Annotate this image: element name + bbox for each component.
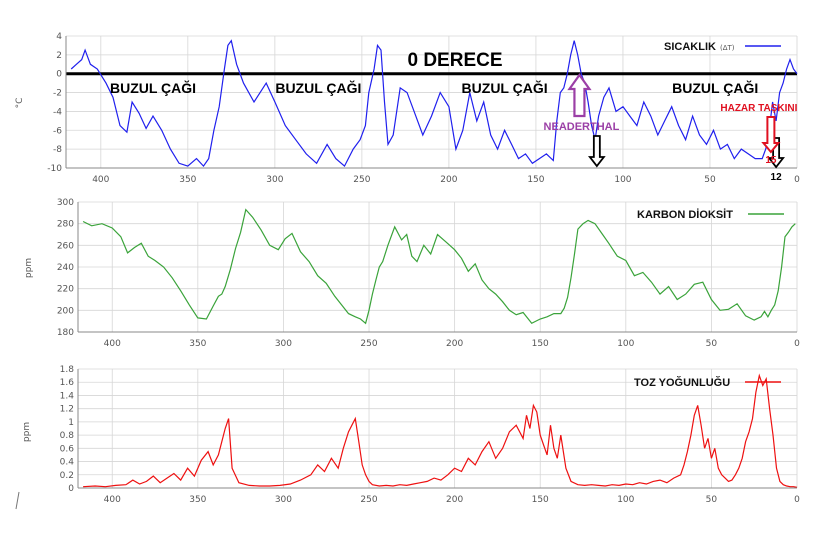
temperature-y-tick-7: -10 bbox=[47, 164, 62, 174]
temperature-x-tick-200: 200 bbox=[440, 175, 457, 185]
dust-y-tick-7: 0.4 bbox=[60, 458, 75, 468]
neanderthal-label: NEADERTHAL bbox=[544, 121, 620, 133]
dust-panel: 1.8 1.6 1.4 1.2 1 0.8 0.6 0.4 0.2 0 400 350 300 250 2… bbox=[22, 365, 800, 505]
temperature-x-tick-150: 150 bbox=[527, 175, 544, 185]
dust-y-tick-1: 1.6 bbox=[60, 378, 75, 388]
temperature-legend-sub: (ΔT) bbox=[720, 44, 735, 52]
dust-axes bbox=[77, 369, 797, 489]
dust-x-tick-400: 400 bbox=[104, 495, 121, 505]
co2-x-tick-400: 400 bbox=[104, 339, 121, 349]
zero-degree-label: 0 DERECE bbox=[407, 50, 502, 71]
dust-x-tick-150: 150 bbox=[532, 495, 549, 505]
co2-x-tick-labels: 400 350 300 250 200 150 100 50 0 bbox=[104, 339, 800, 349]
co2-x-tick-50: 50 bbox=[706, 339, 718, 349]
ice-age-labels: BUZUL ÇAĞI BUZUL ÇAĞI BUZUL ÇAĞI BUZUL ÇAĞI bbox=[110, 79, 758, 96]
ice-age-label-1: BUZUL ÇAĞI bbox=[110, 79, 196, 96]
temperature-y-tick-2: 0 bbox=[56, 70, 62, 80]
co2-x-tick-0: 0 bbox=[794, 339, 800, 349]
marker-12-label: 12 bbox=[771, 172, 783, 183]
neanderthal-arrow-icon bbox=[567, 73, 592, 118]
co2-x-tick-250: 250 bbox=[360, 339, 377, 349]
dust-x-tick-200: 200 bbox=[446, 495, 463, 505]
ice-age-label-2: BUZUL ÇAĞI bbox=[275, 79, 361, 96]
temperature-y-tick-4: -4 bbox=[53, 107, 62, 117]
co2-x-tick-200: 200 bbox=[446, 339, 463, 349]
co2-y-tick-6: 180 bbox=[57, 328, 74, 338]
temperature-x-tick-labels: 400 350 300 250 200 150 100 50 0 bbox=[92, 175, 800, 185]
co2-x-tick-300: 300 bbox=[275, 339, 292, 349]
dust-x-tick-250: 250 bbox=[360, 495, 377, 505]
temperature-y-tick-1: 2 bbox=[56, 51, 62, 61]
co2-y-tick-2: 260 bbox=[57, 241, 74, 251]
dust-x-tick-0: 0 bbox=[794, 495, 800, 505]
temperature-x-tick-100: 100 bbox=[614, 175, 631, 185]
co2-y-tick-4: 220 bbox=[57, 285, 74, 295]
ice-age-label-3: BUZUL ÇAĞI bbox=[462, 79, 548, 96]
dust-x-tick-100: 100 bbox=[617, 495, 634, 505]
co2-y-axis-label: ppm bbox=[24, 258, 34, 278]
co2-y-tick-3: 240 bbox=[57, 263, 74, 273]
temperature-x-tick-50: 50 bbox=[704, 175, 716, 185]
temperature-y-tick-5: -6 bbox=[53, 126, 62, 136]
temperature-x-tick-300: 300 bbox=[266, 175, 283, 185]
temperature-y-axis-label: °C bbox=[15, 98, 25, 109]
dust-x-tick-labels: 400 350 300 250 200 150 100 50 0 bbox=[104, 495, 800, 505]
temperature-y-tick-3: -2 bbox=[53, 89, 62, 99]
co2-series-line bbox=[82, 208, 796, 325]
dust-y-tick-3: 1.2 bbox=[60, 405, 74, 415]
flood-arrow-icon bbox=[761, 116, 781, 154]
temperature-x-tick-400: 400 bbox=[92, 175, 109, 185]
dust-y-axis-label: ppm bbox=[22, 422, 32, 442]
dust-x-tick-50: 50 bbox=[706, 495, 718, 505]
dust-y-tick-2: 1.4 bbox=[60, 391, 75, 401]
dust-series-line bbox=[83, 373, 798, 488]
down-arrow-icon-12 bbox=[767, 137, 785, 169]
co2-y-tick-1: 280 bbox=[57, 220, 74, 230]
ice-age-label-4: BUZUL ÇAĞI bbox=[672, 79, 758, 96]
co2-legend-label: KARBON DİOKSİT bbox=[637, 208, 733, 221]
dust-y-tick-6: 0.6 bbox=[60, 444, 75, 454]
temperature-y-tick-6: -8 bbox=[53, 145, 62, 155]
temperature-series-line bbox=[70, 39, 798, 168]
dust-y-tick-labels: 1.8 1.6 1.4 1.2 1 0.8 0.6 0.4 0.2 0 bbox=[60, 365, 75, 494]
dust-y-tick-4: 1 bbox=[68, 418, 74, 428]
temperature-y-tick-0: 4 bbox=[56, 32, 62, 42]
dust-x-tick-300: 300 bbox=[275, 495, 292, 505]
down-arrow-icon-115 bbox=[588, 135, 606, 168]
co2-axes bbox=[77, 202, 797, 333]
dust-y-tick-5: 0.8 bbox=[60, 431, 75, 441]
dust-legend-label: TOZ YOĞUNLUĞU bbox=[634, 376, 730, 389]
temperature-x-tick-350: 350 bbox=[179, 175, 196, 185]
temperature-panel: 420-2-4-6-8-10 400 350 300 250 200 150 100 50 0 … bbox=[15, 32, 800, 185]
stray-mark bbox=[15, 491, 20, 510]
co2-x-tick-150: 150 bbox=[532, 339, 549, 349]
temperature-legend-label: SICAKLIK bbox=[664, 41, 716, 53]
dust-y-tick-9: 0 bbox=[68, 484, 74, 494]
temperature-x-tick-250: 250 bbox=[353, 175, 370, 185]
dust-x-tick-350: 350 bbox=[189, 495, 206, 505]
co2-grid bbox=[78, 201, 798, 333]
temperature-x-tick-0: 0 bbox=[794, 175, 800, 185]
co2-x-tick-350: 350 bbox=[189, 339, 206, 349]
co2-panel: 300 280 260 240 220 200 180 400 350 300 250 200 150… bbox=[24, 198, 800, 349]
co2-x-tick-100: 100 bbox=[617, 339, 634, 349]
dust-y-tick-0: 1.8 bbox=[60, 365, 75, 375]
temperature-axes bbox=[65, 36, 797, 169]
co2-y-tick-5: 200 bbox=[57, 306, 74, 316]
temperature-y-tick-labels: 4 2 0 -2 -4 -6 -8 -10 bbox=[47, 32, 62, 174]
co2-y-tick-labels: 300 280 260 240 220 200 180 bbox=[57, 198, 74, 338]
flood-value-label: 15 bbox=[765, 155, 777, 166]
dust-y-tick-8: 0.2 bbox=[60, 471, 74, 481]
hazar-flood-label: HAZAR TAŞKINI bbox=[720, 103, 797, 114]
co2-y-tick-0: 300 bbox=[57, 198, 74, 208]
